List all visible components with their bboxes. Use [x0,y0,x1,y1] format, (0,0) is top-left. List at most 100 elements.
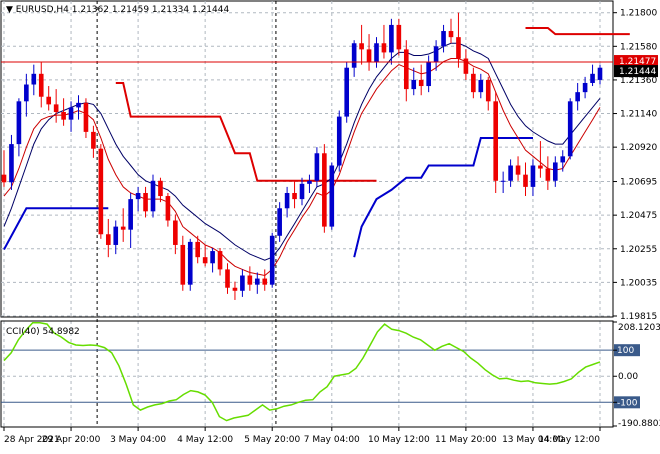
bull-candle [575,92,580,102]
bull-candle [426,61,431,87]
bull-candle [150,180,156,212]
bear-candle [105,234,111,245]
bear-candle [38,73,44,97]
bear-candle [120,226,126,230]
candlestick-series [1,12,603,300]
bull-candle [113,226,119,245]
bull-candle [590,73,595,83]
time-tick-label: 10 May 12:00 [368,435,430,445]
time-tick-label: 5 May 20:00 [244,435,300,445]
bear-candle [448,31,454,38]
bull-candle [597,67,603,80]
bear-candle [538,165,543,169]
bear-candle [98,148,104,235]
bull-candle [307,180,312,184]
bear-candle [83,102,89,132]
bear-candle [247,275,253,285]
bear-candle [493,101,499,181]
bull-candle [344,67,350,117]
price-tick-label: 1.20475 [620,211,657,221]
bull-candle [16,101,22,145]
supertrend-down-segment [525,27,630,36]
bear-candle [173,220,178,245]
time-tick-label: 29 Apr 20:00 [42,435,101,445]
price-tick-label: 1.21580 [620,42,657,52]
cci-tick-label: 0.00 [618,372,638,382]
bear-candle [232,287,238,291]
bear-candle [53,104,59,113]
bull-candle [389,24,394,53]
time-tick-label: 7 May 04:00 [304,435,360,445]
cci-tick-label: -190.8803 [618,419,660,429]
bear-candle [195,241,201,258]
time-tick-label: 28 Apr 2021 [4,435,60,445]
bear-candle [359,43,364,50]
supertrend-indicator [3,27,630,258]
cci-level-label: 100 [617,346,634,356]
moving-average-slow [3,42,601,261]
cci-tick-label: 208.1203 [618,323,660,333]
supertrend-down-segment [115,82,377,182]
cci-line [3,322,601,422]
bear-candle [1,174,7,183]
price-tick-label: 1.21800 [620,9,657,19]
red-line-price-label: 1.21477 [619,57,656,67]
bear-candle [463,58,469,74]
bull-candle [411,79,417,90]
bear-candle [403,49,409,90]
bull-candle [560,156,566,163]
time-tick-label: 4 May 12:00 [177,435,233,445]
bull-candle [433,46,439,62]
cci-axis[interactable]: 208.1203 100 0.00 -100 -190.8803 [613,321,660,429]
time-tick-label: 13 May 04:00 [502,435,564,445]
bear-candle [515,165,521,175]
bear-candle [485,79,491,102]
bear-candle [46,96,52,105]
supertrend-up-segment [353,137,533,258]
bull-candle [552,162,558,181]
time-tick-label: 3 May 04:00 [110,435,166,445]
bull-candle [68,107,74,120]
bull-candle [135,192,141,200]
price-tick-label: 1.20695 [620,178,657,188]
chart-header: ▼ EURUSD,H4 1.21362 1.21459 1.21334 1.21… [6,5,229,15]
bull-candle [76,102,81,108]
bear-candle [225,269,230,288]
bear-candle [158,180,163,197]
moving-average-fast [3,58,601,277]
bear-candle [456,37,461,59]
bull-candle [567,101,573,157]
bear-candle [322,153,327,227]
bull-candle [210,251,215,264]
bull-candle [9,144,14,183]
cci-level-lines [1,349,613,403]
bull-candle [314,153,320,181]
cci-level-label: -100 [617,398,638,408]
bear-candle [202,257,208,264]
bull-candle [351,43,357,68]
price-tick-label: 1.20920 [620,143,657,153]
price-axis[interactable]: 1.21800 1.21580 1.21360 1.21140 1.20920 1.206… [613,9,657,322]
bear-candle [61,112,66,120]
cci-panel-frame[interactable] [0,320,614,428]
bull-candle [582,82,588,93]
bear-candle [180,244,186,285]
bear-candle [262,278,268,285]
price-tick-label: 1.20255 [620,245,657,255]
price-tick-label: 1.19815 [620,312,657,322]
red-line-price-tag [614,55,658,68]
bull-candle [277,208,282,236]
bear-candle [396,24,402,50]
bear-candle [292,192,297,200]
bear-candle [366,49,372,62]
time-tick-label: 11 May 20:00 [435,435,497,445]
bull-candle [269,235,275,285]
price-panel-frame[interactable] [0,0,614,318]
bear-candle [418,79,424,87]
bull-candle [299,183,305,200]
bull-candle [441,31,446,47]
bear-candle [471,73,476,93]
bear-candle [217,251,223,270]
